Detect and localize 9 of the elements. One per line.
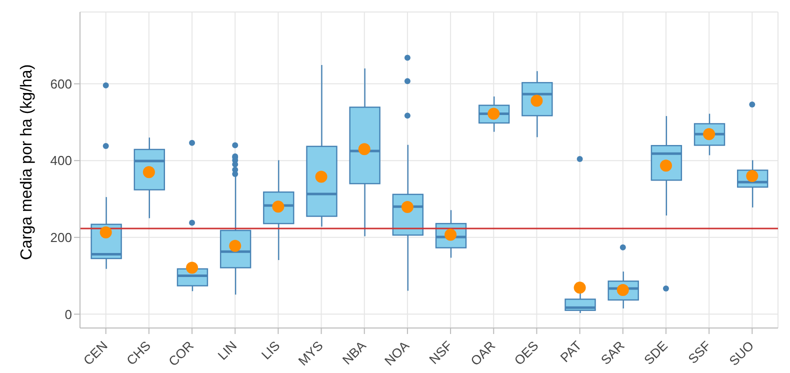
x-tick-label: LIN [214, 338, 240, 363]
y-tick-label: 600 [50, 76, 72, 92]
y-tick-label: 200 [50, 230, 72, 245]
x-tick-label: NBA [339, 338, 370, 368]
y-axis-title: Carga media por ha (kg/ha) [18, 64, 36, 260]
y-tick-label: 400 [50, 153, 72, 168]
x-tick-label: LIS [258, 338, 283, 362]
y-tick-label: 0 [64, 306, 72, 322]
x-tick-label: PAT [557, 338, 584, 366]
